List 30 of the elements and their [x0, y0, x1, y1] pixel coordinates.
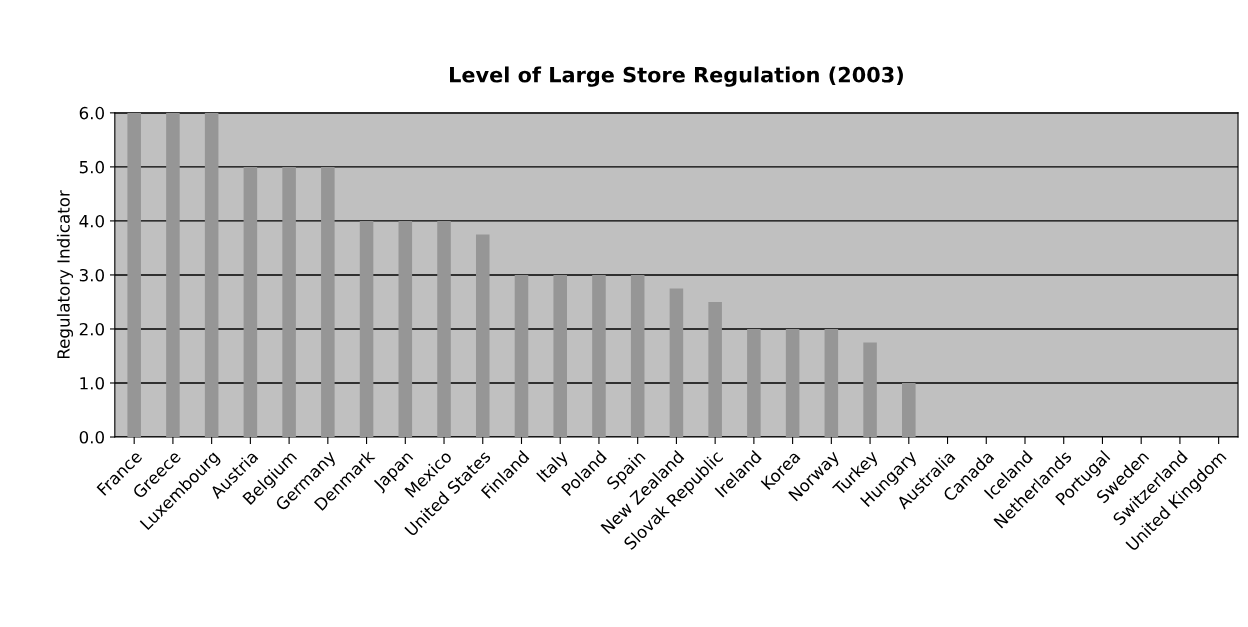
bar — [514, 274, 529, 438]
y-axis-title: Regulatory Indicator — [56, 190, 74, 359]
bar — [824, 328, 839, 438]
bar — [553, 274, 567, 438]
bar — [708, 301, 722, 438]
y-tick-label: 4.0 — [79, 214, 104, 228]
bar — [321, 166, 335, 438]
y-tick-label: 2.0 — [79, 322, 104, 336]
y-tick-label: 6.0 — [79, 106, 104, 120]
bar — [166, 112, 180, 438]
bar — [359, 220, 374, 438]
bar — [592, 274, 606, 438]
y-tick-label: 5.0 — [79, 160, 104, 174]
bar — [243, 166, 258, 438]
y-tick-label: 1.0 — [80, 376, 104, 390]
bar — [475, 234, 490, 438]
bar — [204, 112, 219, 438]
y-tick-label: 0.0 — [79, 430, 104, 444]
bar — [398, 220, 413, 438]
bar — [437, 220, 451, 438]
chart-title: Level of Large Store Regulation (2003) — [450, 66, 903, 87]
bar — [863, 342, 877, 438]
y-tick-label: 3.0 — [79, 268, 104, 282]
bar — [785, 328, 800, 438]
bar — [282, 166, 296, 438]
bar — [630, 274, 645, 438]
bar — [669, 288, 684, 438]
bar — [747, 328, 761, 438]
bar — [127, 112, 141, 438]
bar — [902, 382, 916, 438]
